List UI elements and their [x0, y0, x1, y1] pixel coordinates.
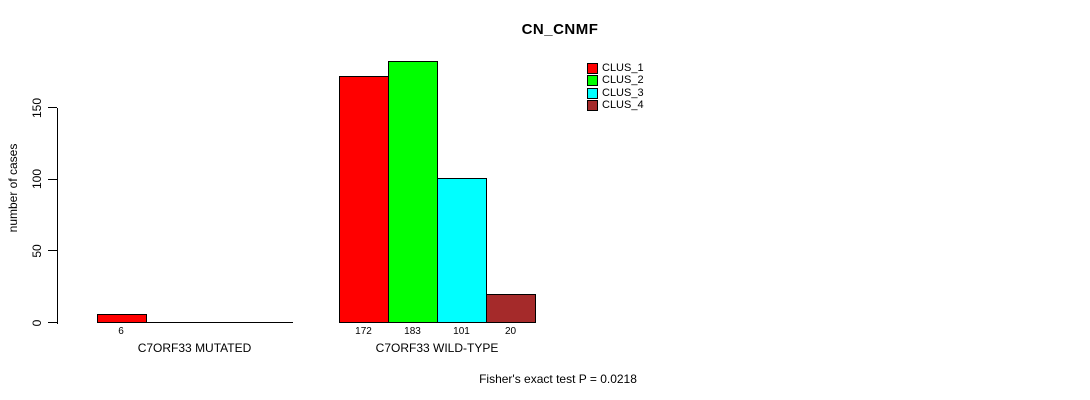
y-tick-label: 50 — [30, 244, 44, 258]
bar-value-label: 6 — [118, 326, 124, 337]
bar-clus_3-group2 — [437, 178, 487, 323]
y-tick-label: 150 — [30, 97, 44, 118]
y-tick — [48, 107, 57, 108]
bar-value-label: 20 — [504, 326, 517, 337]
bar-clus_1-group2 — [339, 76, 389, 323]
legend-swatch-clus_2 — [587, 75, 598, 87]
legend-label: CLUS_1 — [602, 62, 644, 74]
annotation-text: Fisher's exact test P = 0.0218 — [479, 372, 637, 386]
legend-item-clus_4: CLUS_4 — [587, 98, 644, 111]
bar-value-label: 172 — [355, 326, 372, 337]
legend-swatch-clus_3 — [587, 87, 598, 99]
legend-swatch-clus_4 — [587, 99, 598, 111]
bar-clus_1-group1 — [96, 314, 147, 323]
y-tick — [48, 322, 57, 323]
bar-value-label: 183 — [404, 326, 421, 337]
y-axis-line — [57, 107, 58, 324]
legend-item-clus_3: CLUS_3 — [587, 86, 644, 99]
y-tick — [48, 250, 57, 252]
legend-label: CLUS_2 — [602, 74, 644, 87]
legend-label: CLUS_4 — [602, 98, 644, 111]
category-label: C7ORF33 MUTATED — [137, 341, 252, 355]
legend-label: CLUS_3 — [602, 86, 644, 99]
chart-title: CN_CNMF — [521, 21, 599, 38]
y-tick — [48, 178, 57, 180]
legend-item-clus_1: CLUS_1 — [587, 63, 644, 74]
bar-clus_2-group2 — [388, 61, 438, 323]
y-axis-label: number of cases — [6, 143, 20, 233]
bar-value-label: 101 — [453, 326, 470, 337]
legend-item-clus_2: CLUS_2 — [587, 74, 644, 87]
legend-swatch-clus_1 — [587, 63, 598, 74]
bar-clus_4-group2 — [486, 294, 536, 323]
category-label: C7ORF33 WILD-TYPE — [375, 341, 499, 355]
y-tick-label: 0 — [30, 319, 44, 326]
y-tick-label: 100 — [30, 169, 44, 190]
group-baseline — [96, 322, 293, 323]
